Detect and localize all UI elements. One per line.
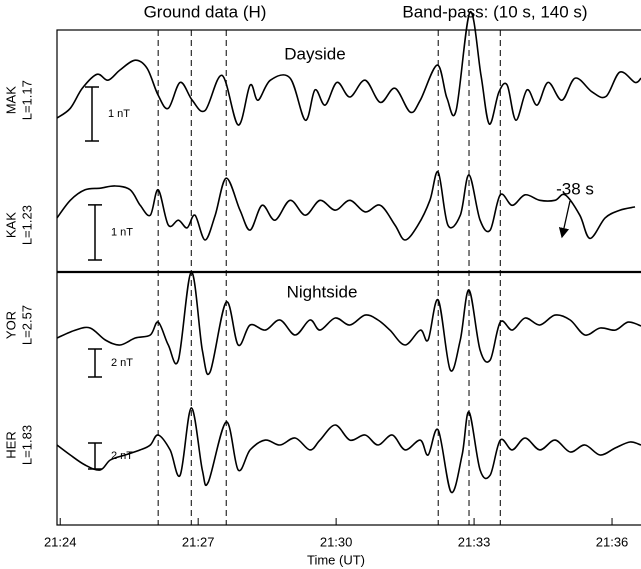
plot-frame bbox=[56, 29, 641, 526]
scale-bar bbox=[88, 204, 102, 261]
trace bbox=[56, 271, 641, 376]
panel-label: Nightside bbox=[287, 282, 358, 301]
station-l-value: L=1.83 bbox=[19, 425, 34, 465]
chart-subtitle: Band-pass: (10 s, 140 s) bbox=[402, 2, 587, 21]
station-l-value: L=1.23 bbox=[19, 205, 34, 245]
trace bbox=[56, 407, 641, 494]
x-tick-label: 21:30 bbox=[320, 534, 353, 549]
annotation: -38 s bbox=[556, 179, 594, 198]
station-l-value: L=1.17 bbox=[19, 80, 34, 120]
station-name: KAK bbox=[3, 212, 18, 238]
scale-bar bbox=[85, 86, 99, 142]
chart-title: Ground data (H) bbox=[144, 2, 267, 21]
scale-bar bbox=[88, 348, 102, 378]
station-name: MAK bbox=[3, 86, 18, 115]
scale-bar bbox=[88, 442, 102, 470]
x-tick-label: 21:36 bbox=[596, 534, 629, 549]
trace bbox=[56, 11, 641, 126]
x-tick-label: 21:24 bbox=[44, 534, 77, 549]
trace bbox=[56, 171, 636, 241]
scale-bar-label: 2 nT bbox=[111, 357, 133, 369]
x-axis-label: Time (UT) bbox=[307, 552, 365, 567]
x-tick-label: 21:27 bbox=[182, 534, 215, 549]
annotation-arrow bbox=[558, 200, 571, 239]
scale-bar-label: 1 nT bbox=[111, 226, 133, 238]
station-l-value: L=2.57 bbox=[19, 305, 34, 345]
scale-bar-label: 1 nT bbox=[108, 108, 130, 120]
scale-bar-label: 2 nT bbox=[111, 450, 133, 462]
station-name: HER bbox=[3, 431, 18, 458]
panel-label: Dayside bbox=[284, 44, 345, 63]
station-name: YOR bbox=[3, 311, 18, 339]
x-tick-label: 21:33 bbox=[458, 534, 491, 549]
